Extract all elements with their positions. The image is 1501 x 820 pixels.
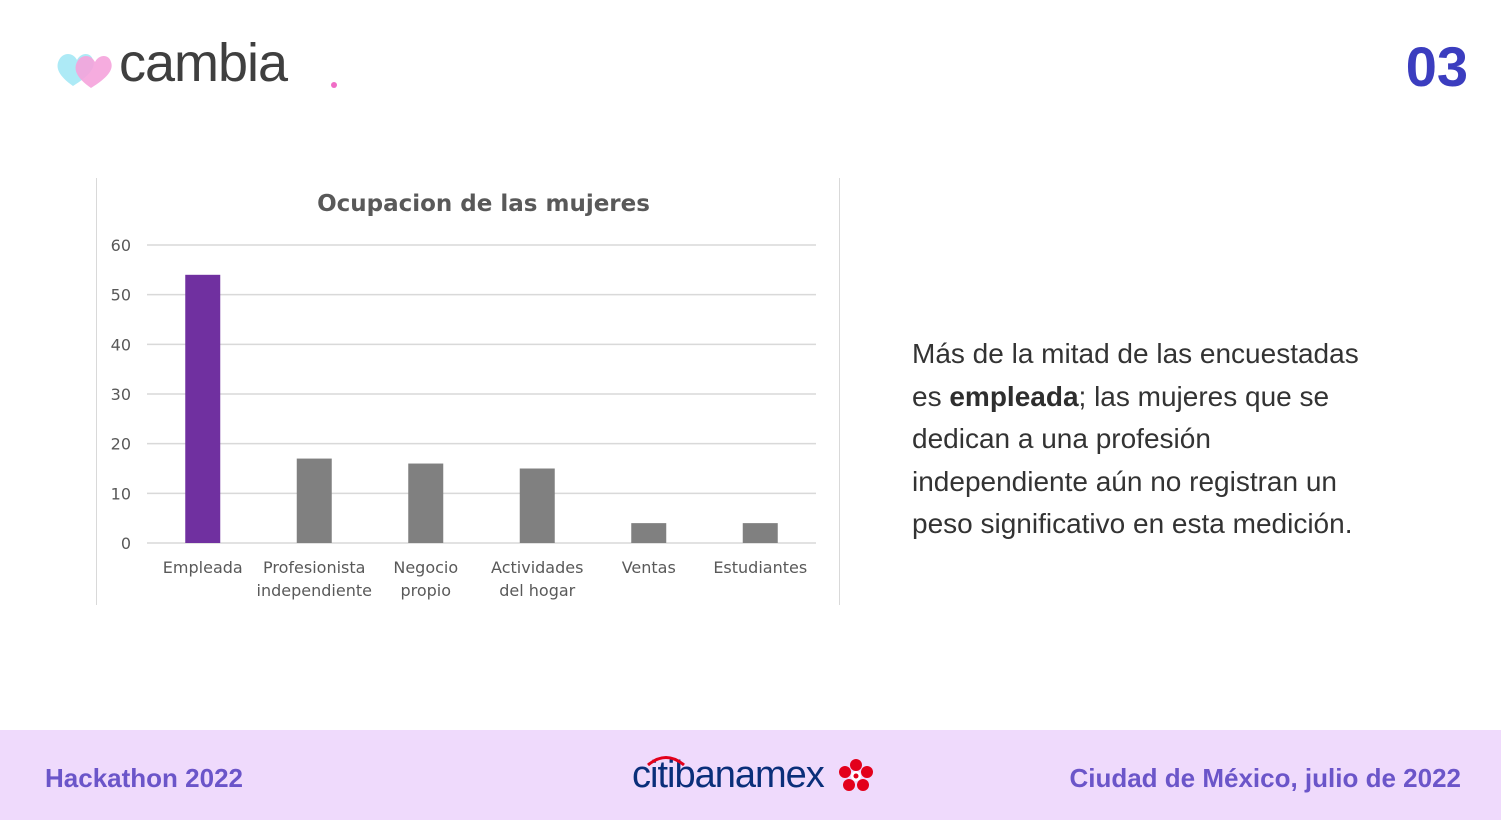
y-tick-label-20: 20 [111,435,131,454]
x-tick-label-4-0: Ventas [622,558,676,577]
footer-event: Hackathon 2022 [45,763,243,793]
slide-number: 03 [1405,35,1468,98]
logo-dot [331,82,337,88]
x-tick-label-5-0: Estudiantes [713,558,807,577]
y-tick-label-50: 50 [111,286,131,305]
x-tick-label-2-0: Negocio [393,558,458,577]
bar-5 [742,523,778,543]
hearts-icon [57,54,112,88]
x-tick-label-3-1: del hogar [499,581,575,600]
cambia-logo: cambia [55,33,355,98]
citi-arc-icon [647,756,685,766]
description-part-2: ; las mujeres que se dedican a una profe… [912,380,1353,540]
description-bold: empleada [949,380,1079,412]
chart-container: Ocupacion de las mujeres 0 10 20 30 40 50 60 Emp… [96,178,840,605]
citibanamex-wordmark: citibanamex [632,754,825,796]
x-tick-label-0-0: Empleada [163,558,243,577]
bar-0 [185,274,221,543]
bar-1 [296,458,332,543]
y-tick-label-10: 10 [111,484,131,503]
y-tick-label-40: 40 [111,335,131,354]
x-tick-label-1-1: independiente [257,581,372,600]
bar-4 [631,523,667,543]
footer-location-date: Ciudad de México, julio de 2022 [1069,763,1461,793]
bar-3 [519,468,555,543]
bar-2 [408,463,444,543]
x-tick-label-3-0: Actividades [491,558,583,577]
y-tick-label-60: 60 [111,236,131,255]
x-tick-label-1-0: Profesionista [263,558,365,577]
logo-wordmark: cambia [119,33,288,93]
x-tick-label-2-1: propio [400,581,451,600]
description-text: Más de la mitad de las encuestadas es em… [912,333,1382,546]
occupation-bar-chart: Ocupacion de las mujeres 0 10 20 30 40 50 60 Emp… [111,191,816,600]
description-part-1: Más de la mitad de las encuestadas es [912,338,1359,412]
y-tick-label-0: 0 [121,534,131,553]
footer-bar: Hackathon 2022 citibanamex Ciudad de Méx… [0,730,1501,820]
chart-title: Ocupacion de las mujeres [317,191,650,217]
citibanamex-logo: citibanamex [632,752,882,802]
banamex-flower-icon [839,759,873,791]
y-tick-label-30: 30 [111,385,131,404]
